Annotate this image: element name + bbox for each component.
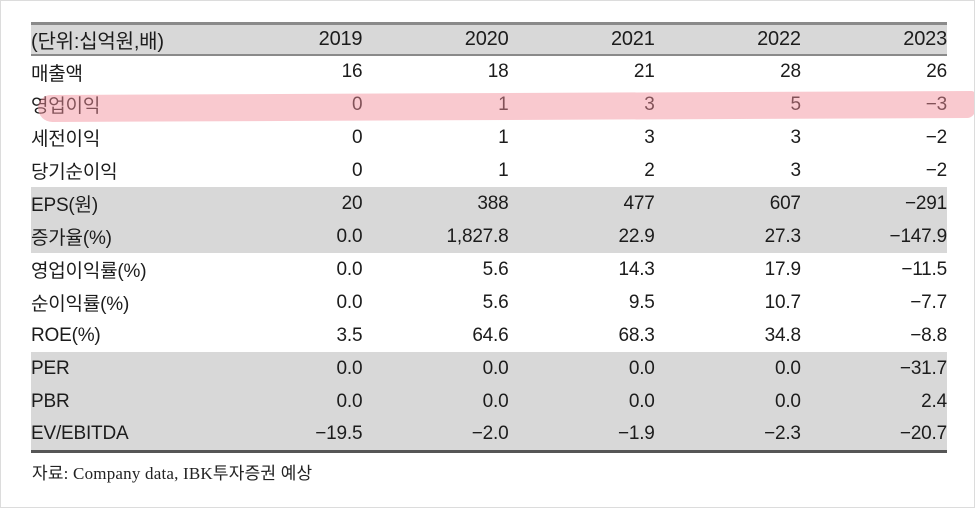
- cell-value: −7.7: [910, 291, 947, 313]
- year-header: 2022: [757, 28, 801, 50]
- cell-value: 3: [644, 93, 655, 115]
- year-header: 2021: [610, 28, 655, 50]
- table-row-per: PER 0.0 0.0 0.0 0.0 −31.7: [31, 352, 947, 385]
- cell-value: 1: [498, 126, 509, 148]
- cell-value: 0.0: [628, 390, 655, 412]
- cell-value: 17.9: [764, 258, 801, 280]
- cell-value: 1,827.8: [446, 225, 509, 247]
- cell-value: −31.7: [899, 357, 947, 379]
- row-label: 순이익률(%): [31, 294, 130, 315]
- cell-value: 3: [790, 159, 801, 181]
- cell-value: 0.0: [774, 390, 801, 412]
- cell-value: 18: [487, 61, 509, 82]
- cell-value: −3: [925, 93, 947, 115]
- cell-value: 0: [351, 159, 363, 181]
- unit-label: (단위:십억원,배): [31, 31, 164, 53]
- row-label: EV/EBITDA: [31, 422, 129, 444]
- cell-value: 22.9: [618, 225, 655, 247]
- table-row-roe: ROE(%) 3.5 64.6 68.3 34.8 −8.8: [31, 319, 947, 352]
- cell-value: 5: [790, 93, 801, 115]
- row-label: EPS(원): [31, 195, 98, 216]
- cell-value: 0.0: [628, 357, 655, 379]
- cell-value: −11.5: [901, 258, 947, 280]
- cell-value: 21: [633, 61, 655, 82]
- source-note: 자료: Company data, IBK투자증권 예상: [32, 464, 313, 483]
- cell-value: −147.9: [889, 225, 948, 247]
- cell-value: 16: [341, 61, 363, 82]
- cell-value: 0.0: [336, 357, 363, 379]
- cell-value: 0.0: [336, 390, 363, 412]
- cell-value: 0.0: [482, 390, 509, 412]
- row-label: 영업이익률(%): [31, 261, 147, 282]
- row-label: 당기순이익: [31, 162, 118, 183]
- table-row-eps: EPS(원) 20 388 477 607 −291: [31, 187, 947, 220]
- cell-value: 3.5: [336, 324, 363, 346]
- cell-value: 0: [351, 93, 363, 115]
- cell-value: 28: [780, 61, 801, 82]
- row-label: PER: [31, 357, 70, 379]
- cell-value: 0.0: [336, 291, 363, 313]
- cell-value: −8.8: [910, 324, 947, 346]
- cell-value: −2.0: [471, 422, 509, 444]
- table-row-growth-rate: 증가율(%) 0.0 1,827.8 22.9 27.3 −147.9: [31, 220, 947, 253]
- cell-value: −2: [925, 126, 947, 148]
- year-header: 2019: [318, 28, 363, 50]
- cell-value: 607: [769, 192, 801, 214]
- cell-value: 68.3: [618, 324, 655, 346]
- row-label: 증가율(%): [31, 228, 112, 249]
- table-row-operating-margin: 영업이익률(%) 0.0 5.6 14.3 17.9 −11.5: [31, 253, 947, 286]
- cell-value: 34.8: [764, 324, 801, 346]
- row-label: 세전이익: [31, 129, 101, 150]
- row-label: PBR: [31, 390, 70, 412]
- row-label: ROE(%): [31, 324, 101, 346]
- cell-value: −19.5: [315, 422, 363, 444]
- cell-value: −2.3: [764, 422, 801, 444]
- cell-value: 0.0: [336, 225, 363, 247]
- table-row-pbr: PBR 0.0 0.0 0.0 0.0 2.4: [31, 385, 947, 418]
- cell-value: 2.4: [921, 390, 947, 412]
- cell-value: 0: [351, 126, 363, 148]
- cell-value: 3: [644, 126, 655, 148]
- table-row-operating-profit: 영업이익 0 1 3 5 −3: [31, 88, 947, 121]
- cell-value: −20.7: [899, 422, 947, 444]
- table-row-revenue: 매출액 16 18 21 28 26: [31, 55, 947, 88]
- cell-value: 3: [790, 126, 801, 148]
- row-label: 영업이익: [31, 96, 101, 117]
- cell-value: 5.6: [482, 258, 509, 280]
- cell-value: 0.0: [482, 357, 509, 379]
- cell-value: 9.5: [628, 291, 655, 313]
- table-row-ev-ebitda: EV/EBITDA −19.5 −2.0 −1.9 −2.3 −20.7: [31, 418, 947, 451]
- financial-summary-table: (단위:십억원,배) 2019 2020 2021 2022 2023 매출액 …: [31, 22, 947, 453]
- table-row-net-profit: 당기순이익 0 1 2 3 −2: [31, 154, 947, 187]
- cell-value: 0.0: [774, 357, 801, 379]
- cell-value: −291: [905, 192, 947, 214]
- table-row-net-margin: 순이익률(%) 0.0 5.6 9.5 10.7 −7.7: [31, 286, 947, 319]
- cell-value: 1: [498, 159, 509, 181]
- table-row-pretax-profit: 세전이익 0 1 3 3 −2: [31, 121, 947, 154]
- cell-value: 20: [341, 192, 363, 214]
- year-header: 2023: [903, 28, 947, 50]
- cell-value: 26: [926, 61, 947, 82]
- cell-value: 1: [498, 93, 509, 115]
- cell-value: 5.6: [482, 291, 509, 313]
- cell-value: 2: [644, 159, 655, 181]
- cell-value: 0.0: [336, 258, 363, 280]
- cell-value: 477: [623, 192, 655, 214]
- cell-value: 64.6: [472, 324, 509, 346]
- cell-value: 14.3: [618, 258, 655, 280]
- cell-value: 388: [477, 192, 509, 214]
- row-label: 매출액: [31, 63, 83, 85]
- cell-value: 27.3: [764, 225, 801, 247]
- cell-value: −1.9: [617, 422, 655, 444]
- cell-value: −2: [925, 159, 947, 181]
- year-header: 2020: [464, 28, 509, 50]
- header-row: (단위:십억원,배) 2019 2020 2021 2022 2023: [31, 23, 947, 55]
- cell-value: 10.7: [764, 291, 801, 313]
